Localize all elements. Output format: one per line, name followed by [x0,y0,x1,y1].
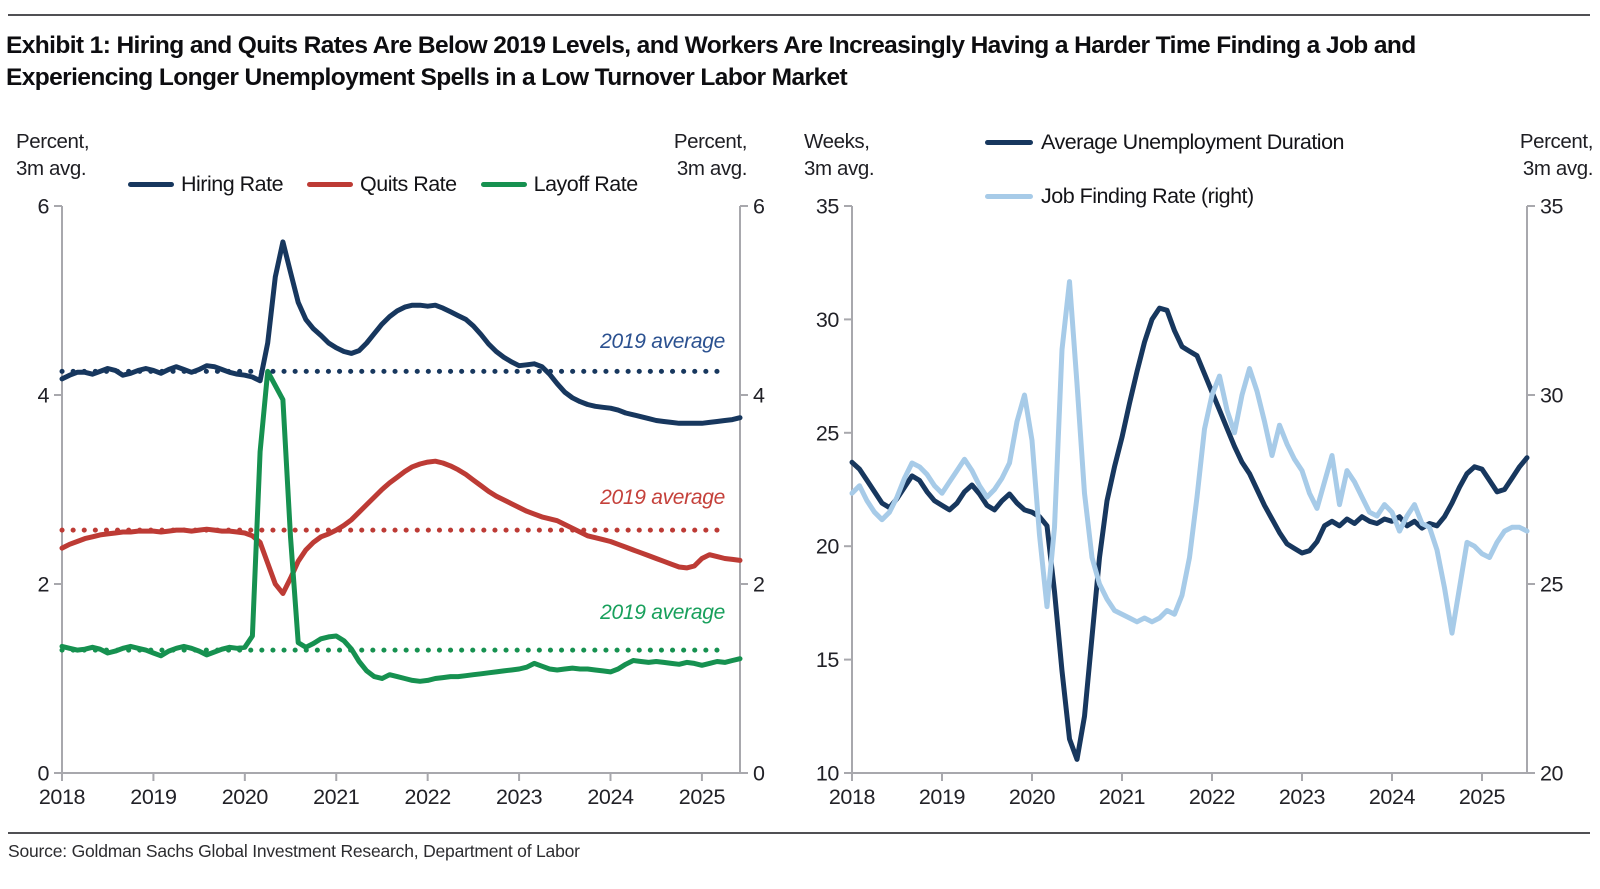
right-chart-right-axis-unit-label: Percent, 3m avg. [1519,130,1594,181]
hiring-rate-swatch-icon [128,182,174,187]
x-tick-label: 2025 [679,785,726,809]
y-tick-label-right: 35 [1540,195,1564,219]
series-lines [849,279,1530,762]
y-tick-label-left: 25 [816,421,840,445]
series-line-hiring-rate [59,239,743,426]
left-chart-panel: Percent, 3m avg. Percent, 3m avg. Hiring… [0,120,790,832]
left-chart-legend: Hiring Rate Quits Rate Layoff Rate [128,172,638,197]
x-tick-label: 2021 [313,785,359,809]
legend-label: Layoff Rate [533,172,639,196]
legend-label: Quits Rate [360,172,457,196]
x-tick-label: 2022 [1189,785,1235,809]
quits-rate-swatch-icon [307,182,354,187]
hiring-2019-average-annotation: 2019 average [600,330,725,353]
y-tick-label-left: 35 [816,195,840,219]
unemployment-duration-swatch-icon [985,140,1033,145]
legend-item-layoff-rate: Layoff Rate [480,172,639,197]
y-tick-label-right: 30 [1540,384,1564,408]
x-tick-label: 2020 [1009,785,1056,809]
source-note: Source: Goldman Sachs Global Investment … [8,832,1590,862]
x-tick-label: 2019 [919,785,965,809]
x-tick-label: 2020 [222,785,269,809]
left-chart-svg: 0 2 4 6 0 2 4 6 2018 2019 2020 2021 2022 2023 2024 2025 [37,195,765,810]
x-tick-label: 2023 [496,785,543,809]
x-tick-label: 2023 [1279,785,1326,809]
y-tick-label-right: 4 [753,384,765,408]
x-tick-label: 2025 [1459,785,1506,809]
quits-2019-average-annotation: 2019 average [600,486,725,509]
x-tick-label: 2024 [587,785,634,809]
series-line-quits-rate [59,458,743,596]
x-tick-label: 2021 [1099,785,1145,809]
y-tick-label-left: 20 [816,535,840,559]
legend-item-quits-rate: Quits Rate [307,172,457,197]
y-tick-label-right: 20 [1540,762,1564,786]
y-tick-label-left: 15 [816,648,840,672]
exhibit-title-line2: Experiencing Longer Unemployment Spells … [6,64,848,92]
left-axis-unit-label: Percent, 3m avg. [16,130,90,181]
left-chart-right-axis-unit-label: Percent, 3m avg. [673,130,748,181]
legend-label: Job Finding Rate (right) [1041,184,1254,208]
axes [844,205,1535,781]
y-tick-label-left: 0 [37,762,49,786]
tick-labels: 0 2 4 6 0 2 4 6 2018 2019 2020 2021 2022 2023 2024 2025 [37,195,765,810]
layoff-2019-average-annotation: 2019 average [600,601,725,624]
exhibit-title: Exhibit 1: Hiring and Quits Rates Are Be… [6,30,1416,95]
x-tick-label: 2019 [130,785,176,809]
y-tick-label-right: 0 [753,762,765,786]
top-divider [8,14,1590,16]
source-text: Source: Goldman Sachs Global Investment … [8,841,580,861]
y-tick-label-right: 25 [1540,573,1564,597]
legend-item-unemployment-duration: Average Unemployment Duration [985,130,1345,155]
legend-item-job-finding-rate: Job Finding Rate (right) [985,184,1254,209]
layoff-rate-swatch-icon [480,182,527,187]
axes [54,205,748,781]
y-tick-label-left: 30 [816,308,840,332]
y-tick-label-left: 6 [37,195,49,219]
x-tick-label: 2024 [1369,785,1416,809]
job-finding-rate-swatch-icon [985,194,1033,199]
series-line-job-finding-rate [849,279,1530,636]
legend-label: Hiring Rate [181,172,284,196]
y-tick-label-left: 2 [37,573,49,597]
y-tick-label-right: 6 [753,195,765,219]
legend-label: Average Unemployment Duration [1041,130,1345,154]
series-line-average-unemployment-duration [849,305,1530,762]
x-tick-label: 2022 [405,785,451,809]
x-tick-label: 2018 [39,785,86,809]
exhibit-title-line1: Exhibit 1: Hiring and Quits Rates Are Be… [6,32,1416,59]
x-tick-label: 2018 [829,785,876,809]
legend-item-hiring-rate: Hiring Rate [128,172,284,197]
y-tick-label-left: 10 [816,762,840,786]
right-chart-left-axis-unit-label: Weeks, 3m avg. [804,130,875,181]
y-tick-label-right: 2 [753,573,765,597]
right-chart-panel: Weeks, 3m avg. Percent, 3m avg. Average … [790,120,1600,832]
y-tick-label-left: 4 [37,384,49,408]
